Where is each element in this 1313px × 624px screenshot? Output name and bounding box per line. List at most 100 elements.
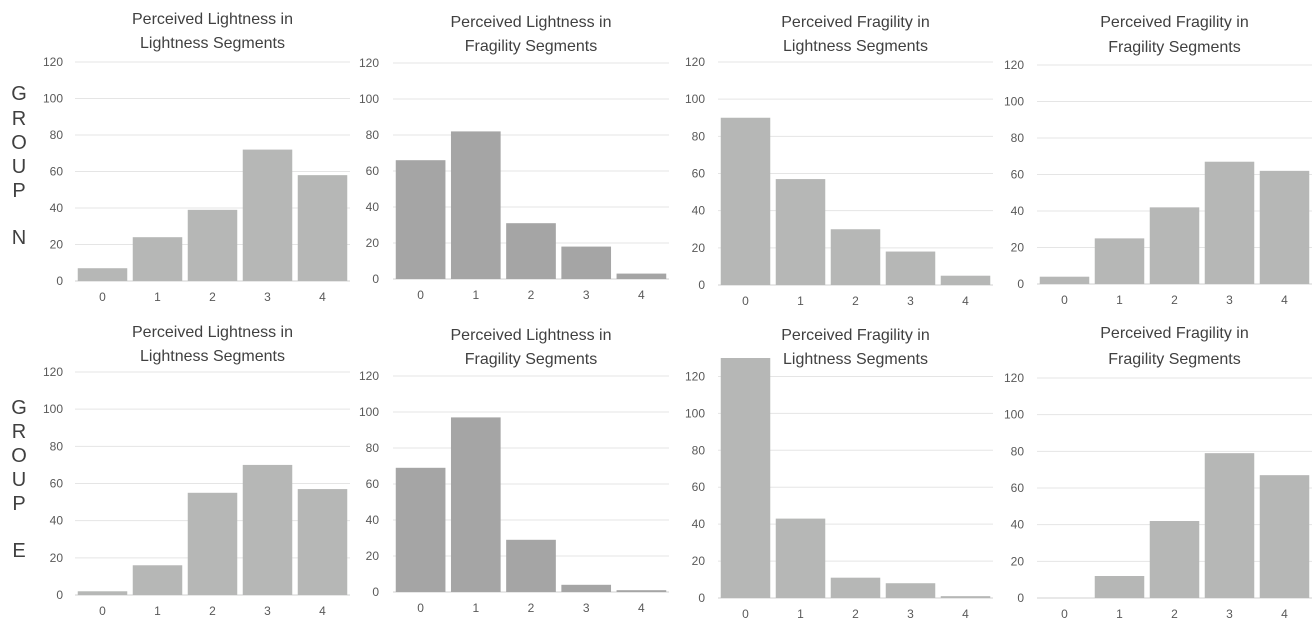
bar [77, 268, 128, 281]
x-tick-label: 0 [99, 604, 106, 618]
x-tick-label: 2 [1171, 293, 1178, 307]
row-label-letter: U [12, 156, 26, 178]
chart-title-line: Perceived Lightness in [451, 14, 612, 31]
y-tick-label: 100 [43, 402, 63, 416]
y-tick-label: 120 [685, 55, 705, 69]
y-tick-label: 80 [692, 443, 706, 457]
chart-title-line: Perceived Fragility in [781, 327, 930, 344]
y-tick-label: 100 [1004, 95, 1024, 109]
y-tick-label: 20 [1011, 554, 1025, 568]
row-label-letter: U [12, 469, 26, 491]
x-tick-label: 2 [1171, 607, 1178, 621]
x-tick-label: 1 [1116, 607, 1123, 621]
y-tick-label: 0 [56, 274, 63, 288]
x-tick-label: 4 [962, 294, 969, 308]
bar [885, 583, 936, 598]
chart-title-line: Lightness Segments [783, 38, 928, 55]
chart-panel-1: Perceived Lightness in Fragility Segments… [359, 14, 669, 302]
bar [77, 591, 128, 595]
chart-title-line: Lightness Segments [140, 35, 285, 52]
bar [1149, 207, 1200, 284]
chart-panel-2: Perceived Fragility in Lightness Segments… [685, 14, 993, 308]
y-tick-label: 80 [692, 129, 706, 143]
x-tick-label: 3 [907, 294, 914, 308]
chart-panel-3: Perceived Fragility in Fragility Segments… [1004, 14, 1312, 307]
bar [187, 492, 238, 595]
x-tick-label: 3 [583, 601, 590, 615]
row-label-letter: P [12, 180, 25, 202]
bar [720, 117, 771, 285]
bar [1259, 170, 1310, 284]
x-tick-label: 1 [472, 601, 479, 615]
row-label-letter: O [11, 132, 27, 154]
bar [450, 131, 501, 279]
x-tick-label: 1 [154, 290, 161, 304]
bar [1039, 276, 1090, 284]
y-tick-label: 60 [692, 167, 706, 181]
x-tick-label: 1 [797, 294, 804, 308]
y-tick-label: 60 [366, 477, 380, 491]
bar [1094, 576, 1145, 598]
x-tick-label: 0 [417, 288, 424, 302]
chart-title-line: Fragility Segments [1108, 39, 1241, 56]
y-tick-label: 20 [366, 549, 380, 563]
bar [1149, 521, 1200, 598]
row-label-letter: R [12, 421, 26, 443]
bar [1204, 161, 1255, 284]
x-tick-label: 3 [264, 290, 271, 304]
chart-title-line: Perceived Lightness in [132, 324, 293, 341]
x-tick-label: 1 [154, 604, 161, 618]
row-label-letter: N [12, 227, 26, 249]
y-tick-label: 100 [1004, 408, 1024, 422]
y-tick-label: 0 [1017, 277, 1024, 291]
y-tick-label: 0 [372, 585, 379, 599]
bar [242, 464, 293, 595]
chart-title-line: Lightness Segments [140, 348, 285, 365]
y-tick-label: 40 [366, 200, 380, 214]
bar [616, 590, 667, 592]
y-tick-label: 60 [50, 165, 64, 179]
chart-title-line: Lightness Segments [783, 351, 928, 368]
y-tick-label: 60 [50, 477, 64, 491]
x-tick-label: 1 [797, 607, 804, 621]
row-label-letter: G [11, 397, 27, 419]
bar [450, 417, 501, 592]
y-tick-label: 20 [692, 554, 706, 568]
y-tick-label: 80 [366, 441, 380, 455]
bar [561, 246, 612, 279]
x-tick-label: 2 [209, 604, 216, 618]
bar [132, 565, 183, 595]
bar [395, 160, 446, 279]
bar [395, 467, 446, 592]
x-tick-label: 0 [742, 294, 749, 308]
x-tick-label: 1 [472, 288, 479, 302]
y-tick-label: 100 [685, 406, 705, 420]
bar [187, 209, 238, 281]
bar [297, 489, 348, 595]
x-tick-label: 3 [1226, 607, 1233, 621]
row-label-letter: O [11, 445, 27, 467]
y-tick-label: 120 [1004, 58, 1024, 72]
y-tick-label: 60 [1011, 168, 1025, 182]
bar [1204, 453, 1255, 598]
y-tick-label: 0 [698, 278, 705, 292]
y-tick-label: 40 [1011, 204, 1025, 218]
y-tick-label: 80 [50, 439, 64, 453]
x-tick-label: 0 [99, 290, 106, 304]
row-label-letter: P [12, 493, 25, 515]
y-tick-label: 20 [1011, 241, 1025, 255]
y-tick-label: 60 [1011, 481, 1025, 495]
y-tick-label: 20 [366, 236, 380, 250]
y-tick-label: 0 [1017, 591, 1024, 605]
bar [720, 358, 771, 598]
y-tick-label: 100 [359, 405, 379, 419]
chart-title-line: Perceived Fragility in [781, 14, 930, 31]
row-label-letter: R [12, 108, 26, 130]
chart-panel-5: Perceived Lightness in Fragility Segments… [359, 327, 669, 615]
chart-title-line: Fragility Segments [1108, 351, 1241, 368]
x-tick-label: 0 [417, 601, 424, 615]
row-label-letter: G [11, 83, 27, 105]
bar [506, 539, 556, 592]
bar [940, 275, 991, 285]
